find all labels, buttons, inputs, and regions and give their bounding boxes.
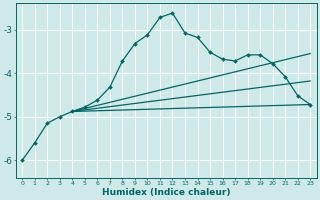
X-axis label: Humidex (Indice chaleur): Humidex (Indice chaleur)	[102, 188, 230, 197]
